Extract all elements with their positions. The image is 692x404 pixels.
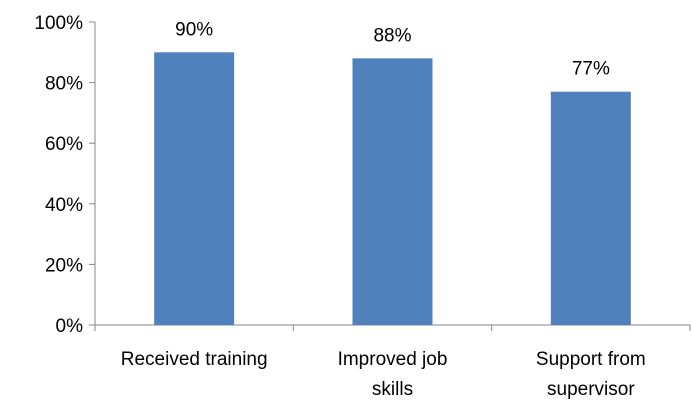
category-label: Improved job skills bbox=[338, 349, 448, 400]
category-label-line: Improved job bbox=[338, 349, 448, 370]
category-label: Received training bbox=[121, 349, 268, 370]
y-tick-label: 0% bbox=[56, 316, 84, 337]
y-tick-label: 100% bbox=[34, 13, 83, 34]
x-axis bbox=[94, 324, 691, 331]
category-label: Support from supervisor bbox=[536, 349, 646, 400]
category-label-line: Support from bbox=[536, 349, 646, 370]
y-tick-label: 80% bbox=[45, 74, 83, 95]
y-tick-label: 40% bbox=[45, 195, 83, 216]
bar-3 bbox=[550, 91, 631, 325]
category-label-line: Received training bbox=[121, 349, 268, 370]
data-labels: 90% 88% 77% bbox=[175, 19, 610, 79]
data-label: 77% bbox=[572, 59, 610, 80]
y-tick-label: 20% bbox=[45, 255, 83, 276]
bars bbox=[154, 52, 631, 326]
bar-2 bbox=[352, 58, 433, 326]
category-label-line: supervisor bbox=[547, 379, 635, 400]
category-label-line: skills bbox=[372, 379, 413, 400]
data-label: 90% bbox=[175, 19, 213, 40]
y-axis: 0% 20% 40% 60% 80% 100% bbox=[34, 13, 96, 337]
y-tick-label: 60% bbox=[45, 134, 83, 155]
bar-1 bbox=[154, 52, 235, 326]
data-label: 88% bbox=[373, 25, 411, 46]
category-labels: Received training Improved job skills Suppo… bbox=[121, 349, 646, 400]
